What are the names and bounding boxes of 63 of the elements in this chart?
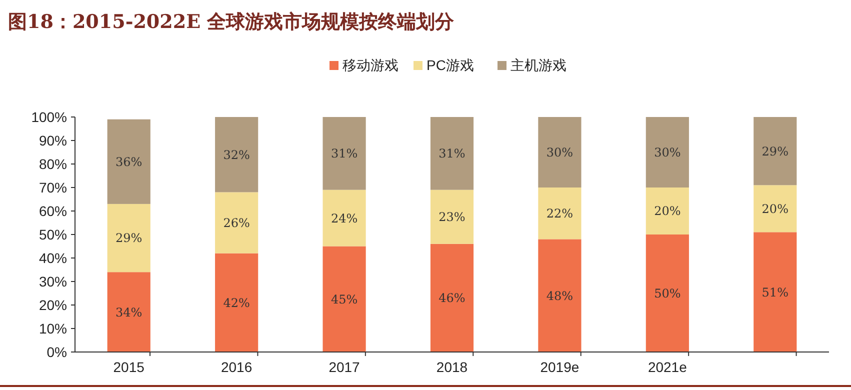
bar <box>215 192 258 254</box>
y-tick-label: 60% <box>38 202 67 219</box>
y-tick-label: 0% <box>46 344 67 360</box>
bar <box>215 117 258 192</box>
x-tick-label: 2015 <box>113 359 145 375</box>
y-tick-label: 10% <box>38 320 67 336</box>
data-label: 34% <box>116 305 142 320</box>
y-tick-label: 90% <box>38 132 67 148</box>
data-label: 30% <box>654 145 681 160</box>
bar <box>322 190 366 246</box>
chart-title: 图18：2015-2022E 全球游戏市场规模按终端划分 <box>8 11 456 33</box>
data-label: 36% <box>116 154 142 169</box>
bar <box>538 188 582 240</box>
data-label: 20% <box>762 202 788 216</box>
data-label: 26% <box>223 216 250 230</box>
bar <box>322 117 366 190</box>
bar <box>215 253 258 352</box>
bar <box>754 117 797 186</box>
legend-label: PC游戏 <box>426 57 474 73</box>
x-tick-label: 2017 <box>328 359 360 375</box>
bar <box>538 239 582 352</box>
data-label: 48% <box>546 288 574 303</box>
x-tick-label: 2019e <box>540 359 580 375</box>
data-label: 31% <box>438 146 466 161</box>
y-tick-label: 50% <box>38 226 67 242</box>
bar <box>646 234 689 352</box>
bar <box>107 119 150 204</box>
data-label: 24% <box>330 211 358 226</box>
y-tick-label: 70% <box>38 179 67 196</box>
bar <box>754 232 797 352</box>
data-label: 22% <box>546 206 574 221</box>
bar <box>430 244 474 352</box>
x-tick-label: 2021e <box>648 359 688 375</box>
bar <box>430 190 474 244</box>
y-tick-label: 20% <box>38 296 67 313</box>
data-label: 50% <box>654 286 681 300</box>
bar <box>754 185 797 232</box>
data-label: 45% <box>330 292 358 306</box>
data-label: 29% <box>762 144 788 158</box>
bar <box>107 204 150 272</box>
data-label: 23% <box>438 210 466 224</box>
y-tick-label: 100% <box>31 108 67 125</box>
bar <box>538 117 582 188</box>
bar <box>646 188 689 234</box>
data-label: 51% <box>762 285 788 300</box>
bar <box>430 117 474 190</box>
y-tick-label: 30% <box>38 273 67 290</box>
x-tick-label: 2018 <box>436 359 468 375</box>
bar <box>646 117 689 188</box>
data-label: 29% <box>116 231 142 246</box>
data-label: 46% <box>438 291 466 306</box>
data-label: 31% <box>330 146 358 161</box>
data-label: 30% <box>546 145 574 160</box>
legend-label: 主机游戏 <box>510 57 566 73</box>
bar <box>107 272 150 352</box>
data-label: 32% <box>223 148 250 162</box>
y-tick-label: 80% <box>38 156 67 172</box>
data-label: 42% <box>223 296 250 310</box>
bar <box>322 246 366 352</box>
legend-label: 移动游戏 <box>342 57 398 73</box>
y-tick-label: 40% <box>38 250 67 266</box>
data-label: 20% <box>654 204 681 218</box>
x-tick-label: 2016 <box>220 359 252 375</box>
